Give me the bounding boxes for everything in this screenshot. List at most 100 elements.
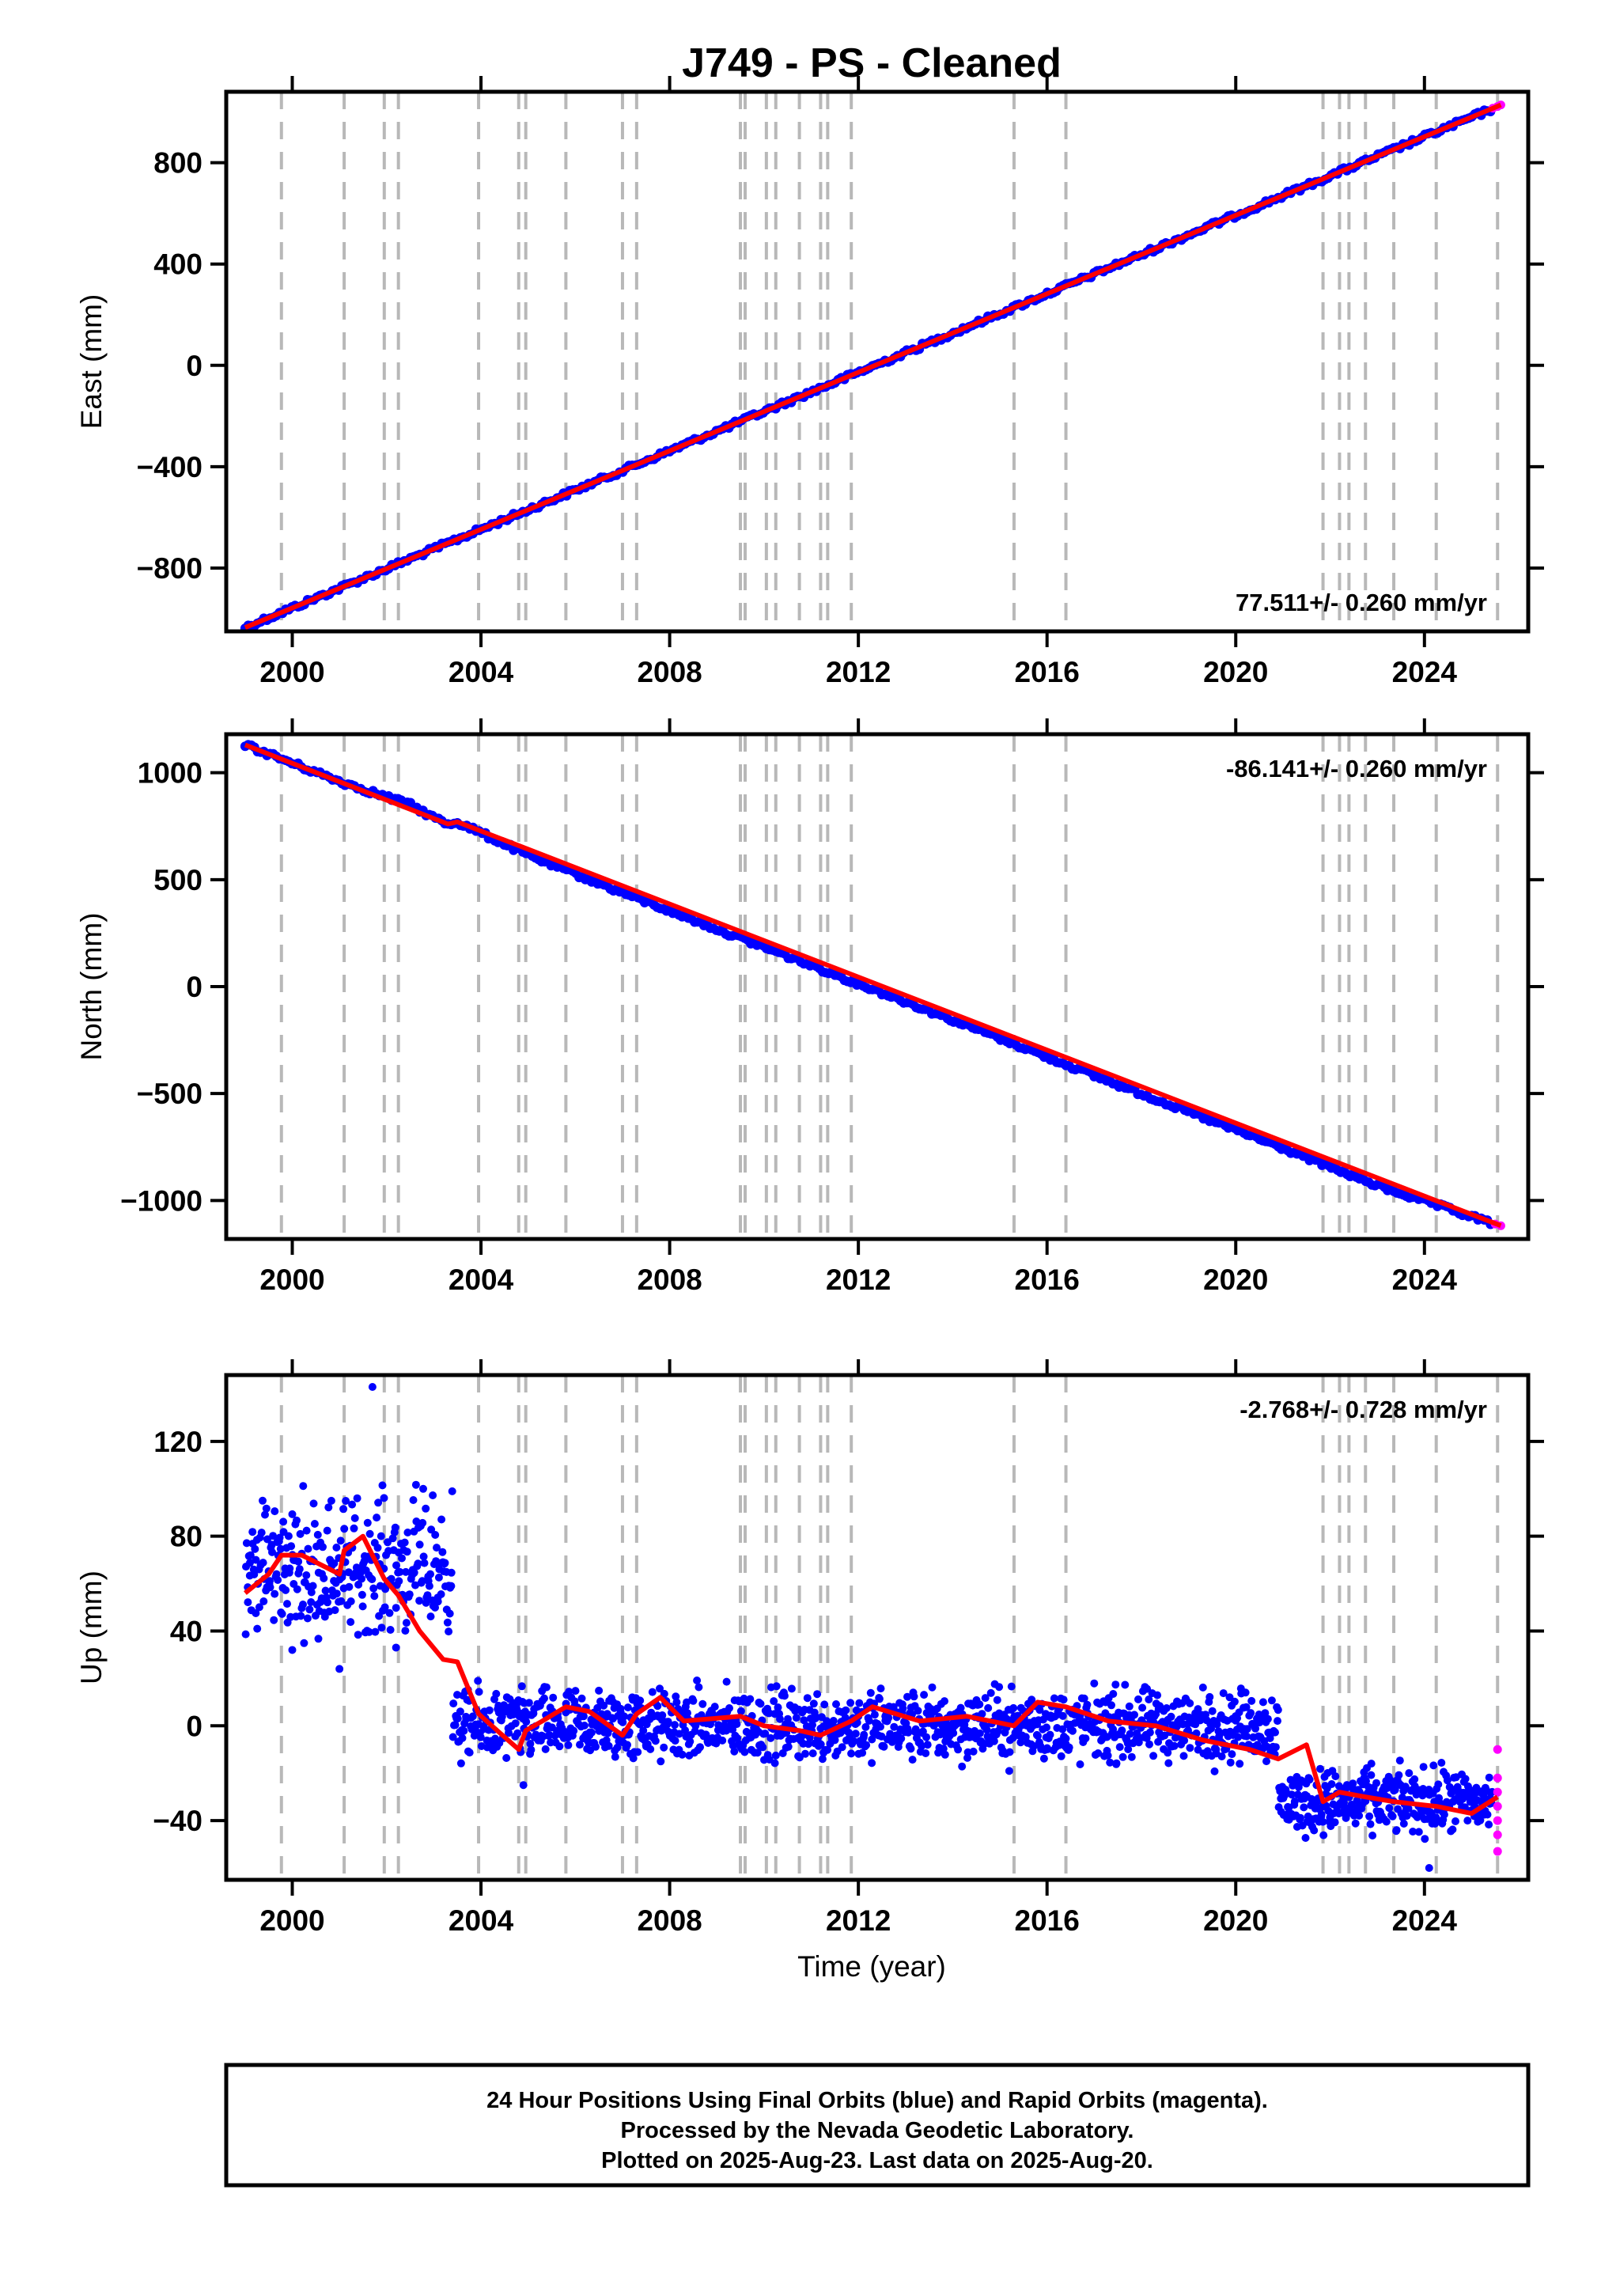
final-orbit-point [740, 1748, 749, 1756]
final-orbit-point [1080, 1694, 1088, 1703]
final-orbit-point [1069, 1726, 1077, 1735]
final-orbit-point [1368, 1832, 1377, 1839]
final-orbit-point [683, 1709, 691, 1718]
final-orbit-point [513, 1729, 522, 1737]
final-orbit-point [447, 1582, 456, 1590]
final-orbit-point [861, 1722, 870, 1731]
final-orbit-point [259, 1496, 267, 1505]
final-orbit-point [1242, 1703, 1251, 1711]
final-orbit-point [425, 1582, 433, 1590]
final-orbit-point [310, 1520, 319, 1528]
final-orbit-point [1134, 1695, 1142, 1703]
final-orbit-point [1460, 1803, 1469, 1812]
x-tick-label: 2004 [449, 1904, 514, 1937]
final-orbit-point [823, 1745, 832, 1754]
final-orbit-point [299, 1482, 308, 1491]
x-axis-label: Time (year) [797, 1950, 946, 1983]
final-orbit-point [370, 1592, 379, 1601]
final-orbit-point [429, 1491, 437, 1499]
final-orbit-point [295, 1565, 304, 1574]
final-orbit-point [402, 1619, 411, 1627]
x-tick-label: 2000 [259, 1264, 324, 1296]
final-orbit-point [415, 1597, 424, 1605]
final-orbit-point [405, 1590, 414, 1599]
final-orbit-point [1016, 1738, 1025, 1747]
y-tick-label: 0 [186, 1710, 202, 1742]
final-orbit-point [445, 1627, 453, 1636]
final-orbit-point [858, 1749, 867, 1757]
final-orbit-point [851, 1730, 860, 1738]
final-orbit-point [812, 1713, 820, 1722]
final-orbit-point [303, 1614, 312, 1623]
final-orbit-point [1243, 1732, 1251, 1741]
y-tick-label: 120 [153, 1426, 202, 1458]
final-orbit-point [451, 1721, 460, 1730]
final-orbit-point [1409, 1828, 1417, 1836]
final-orbit-point [639, 1726, 648, 1735]
final-orbit-point [576, 1741, 584, 1749]
final-orbit-point [313, 1530, 322, 1539]
final-orbit-point [1483, 1810, 1492, 1819]
final-orbit-point [304, 1544, 312, 1553]
final-orbit-point [636, 1696, 645, 1705]
final-orbit-point [1134, 1738, 1143, 1747]
final-orbit-point [302, 1526, 311, 1535]
final-orbit-point [344, 1568, 353, 1577]
up-panel: −40 0 40 80 120 2000 2004 2008 2012 2016 2020 2024 U… [75, 1359, 1544, 1937]
final-orbit-point [431, 1603, 439, 1612]
x-tick-label: 2016 [1015, 656, 1080, 688]
final-orbit-point [651, 1737, 660, 1745]
final-orbit-point [1327, 1780, 1336, 1788]
final-orbit-point [476, 1733, 485, 1741]
final-orbit-point [1213, 1720, 1221, 1729]
final-orbit-point [954, 1745, 963, 1754]
final-orbit-point [1081, 1734, 1090, 1743]
final-orbit-point [1234, 1733, 1243, 1741]
model-fit-line [244, 102, 1502, 630]
final-orbit-point [283, 1600, 291, 1608]
final-orbit-point [1226, 1758, 1235, 1767]
rapid-orbit-point [1493, 1745, 1502, 1754]
final-orbit-point [441, 1559, 449, 1567]
final-orbit-point [1243, 1725, 1251, 1733]
final-orbit-point [415, 1540, 424, 1549]
final-orbit-point [540, 1694, 548, 1703]
final-orbit-point [1267, 1696, 1276, 1705]
final-orbit-point [756, 1699, 765, 1708]
final-orbit-point [906, 1745, 915, 1753]
final-orbit-point [453, 1691, 461, 1699]
final-orbit-point [526, 1740, 535, 1748]
final-orbit-point [324, 1598, 331, 1607]
final-orbit-point [365, 1627, 373, 1636]
y-tick-label: 0 [186, 350, 202, 382]
final-orbit-point [1170, 1741, 1179, 1750]
final-orbit-point [411, 1581, 419, 1589]
final-orbit-point [1247, 1709, 1255, 1718]
final-orbit-point [402, 1567, 410, 1576]
final-orbit-point [595, 1686, 604, 1695]
final-orbit-point [1296, 1813, 1304, 1822]
final-orbit-point [770, 1759, 779, 1767]
final-orbit-point [286, 1564, 294, 1573]
final-orbit-point [244, 1598, 252, 1607]
final-orbit-point [729, 1726, 737, 1733]
final-orbit-point [395, 1577, 403, 1586]
final-orbit-point [1228, 1750, 1236, 1759]
final-orbit-point [524, 1699, 533, 1707]
final-orbit-point [1372, 1779, 1380, 1787]
final-orbit-point [698, 1699, 707, 1708]
final-orbit-point [259, 1559, 267, 1567]
final-orbit-point [1317, 1810, 1326, 1819]
final-orbit-point [1385, 1804, 1394, 1813]
final-orbit-point [671, 1737, 679, 1745]
final-orbit-point [522, 1718, 531, 1726]
final-orbit-point [1039, 1754, 1048, 1763]
y-tick-label: 400 [153, 248, 202, 281]
final-orbit-point [1461, 1775, 1470, 1783]
final-orbit-point [549, 1693, 558, 1702]
final-orbit-point [1290, 1798, 1299, 1805]
final-orbit-point [986, 1688, 995, 1697]
final-orbit-point [293, 1516, 301, 1525]
final-orbit-point [448, 1487, 456, 1495]
final-orbit-point [1236, 1760, 1244, 1768]
